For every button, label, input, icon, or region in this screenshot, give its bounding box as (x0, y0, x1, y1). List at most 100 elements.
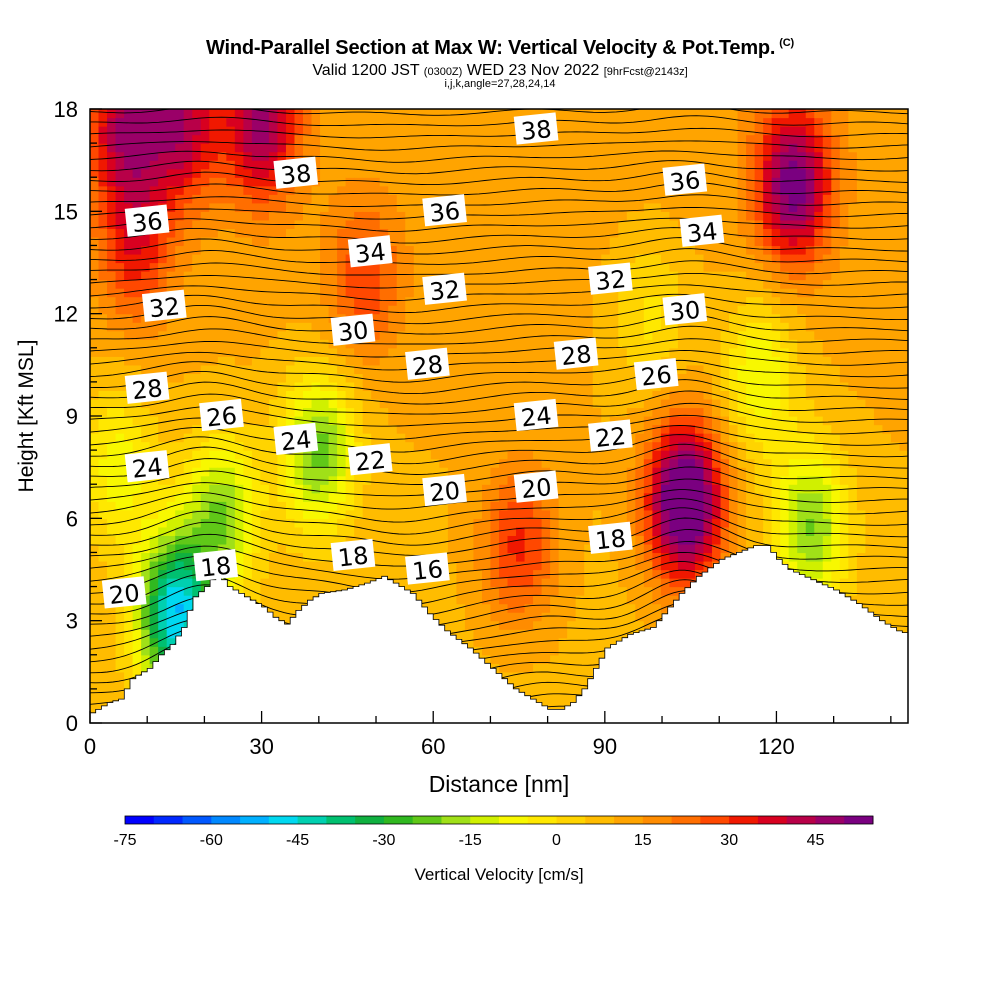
velocity-cell (584, 245, 594, 255)
velocity-cell (285, 296, 296, 306)
velocity-cell (166, 595, 176, 605)
velocity-cell (396, 313, 406, 323)
velocity-cell (481, 390, 492, 400)
velocity-cell (243, 543, 253, 554)
velocity-cell (533, 109, 543, 119)
velocity-cell (652, 475, 662, 485)
velocity-cell (618, 603, 628, 613)
velocity-cell (558, 646, 568, 656)
velocity-cell (558, 168, 568, 178)
velocity-cell (251, 586, 262, 596)
velocity-cell (567, 424, 577, 434)
velocity-cell (115, 475, 125, 485)
velocity-cell (226, 424, 236, 434)
velocity-cell (285, 117, 296, 127)
velocity-cell (652, 535, 662, 545)
velocity-cell (243, 398, 253, 409)
velocity-cell (541, 364, 551, 374)
velocity-cell (379, 390, 389, 400)
velocity-cell (234, 134, 244, 144)
velocity-cell (158, 194, 168, 204)
velocity-cell (558, 236, 568, 247)
velocity-cell (371, 228, 381, 238)
velocity-cell (354, 134, 364, 144)
velocity-cell (268, 109, 279, 119)
velocity-cell (609, 245, 619, 255)
velocity-cell (320, 279, 330, 289)
velocity-cell (371, 424, 381, 434)
velocity-cell (260, 160, 270, 170)
velocity-cell (115, 680, 125, 690)
velocity-cell (124, 560, 134, 571)
velocity-cell (354, 117, 364, 127)
velocity-cell (584, 202, 594, 212)
velocity-cell (192, 543, 202, 554)
velocity-cell (175, 603, 185, 613)
velocity-cell (550, 185, 560, 195)
velocity-cell (396, 288, 406, 298)
velocity-cell (362, 202, 372, 212)
velocity-cell (584, 646, 594, 656)
velocity-cell (149, 262, 159, 272)
velocity-cell (200, 356, 210, 366)
velocity-cell (490, 245, 500, 255)
velocity-cell (328, 126, 338, 136)
velocity-cell (413, 398, 423, 409)
velocity-cell (371, 117, 381, 127)
chart-indices: i,j,k,angle=27,28,24,14 (444, 78, 556, 90)
velocity-cell (175, 560, 185, 571)
velocity-cell (285, 202, 296, 212)
velocity-cell (175, 578, 185, 588)
velocity-cell (311, 373, 321, 383)
velocity-cell (217, 194, 227, 204)
velocity-cell (499, 543, 509, 554)
velocity-cell (643, 313, 653, 323)
velocity-cell (379, 134, 389, 144)
velocity-cell (635, 151, 645, 161)
velocity-cell (533, 279, 543, 289)
velocity-cell (660, 288, 671, 298)
velocity-cell (490, 663, 500, 673)
velocity-cell (115, 637, 125, 647)
velocity-cell (592, 560, 602, 571)
velocity-cell (90, 407, 100, 417)
velocity-cell (541, 271, 551, 281)
velocity-cell (209, 185, 219, 195)
velocity-cell (507, 569, 517, 579)
velocity-cell (601, 450, 611, 460)
velocity-cell (405, 441, 415, 451)
velocity-cell (132, 330, 142, 340)
velocity-cell (456, 160, 466, 170)
velocity-cell (175, 160, 185, 170)
velocity-cell (499, 595, 509, 605)
velocity-cell (481, 271, 492, 281)
velocity-cell (490, 612, 500, 622)
velocity-cell (575, 330, 585, 340)
velocity-cell (516, 620, 526, 630)
velocity-cell (115, 663, 125, 673)
velocity-cell (550, 603, 560, 613)
velocity-cell (652, 330, 662, 340)
velocity-cell (507, 586, 517, 596)
velocity-cell (98, 450, 108, 460)
velocity-cell (90, 620, 100, 630)
velocity-cell (507, 168, 517, 178)
velocity-cell (328, 492, 338, 502)
velocity-cell (277, 518, 287, 528)
velocity-cell (643, 211, 653, 221)
velocity-cell (243, 586, 253, 596)
velocity-cell (601, 168, 611, 178)
velocity-cell (575, 177, 585, 187)
velocity-cell (413, 416, 423, 426)
velocity-cell (268, 484, 279, 494)
velocity-cell (175, 143, 185, 153)
velocity-cell (311, 492, 321, 502)
velocity-cell (311, 364, 321, 374)
velocity-cell (158, 526, 168, 536)
velocity-cell (243, 194, 253, 204)
velocity-cell (439, 433, 449, 443)
velocity-cell (626, 407, 636, 417)
velocity-cell (430, 134, 440, 144)
velocity-cell (430, 441, 440, 451)
velocity-cell (396, 160, 406, 170)
